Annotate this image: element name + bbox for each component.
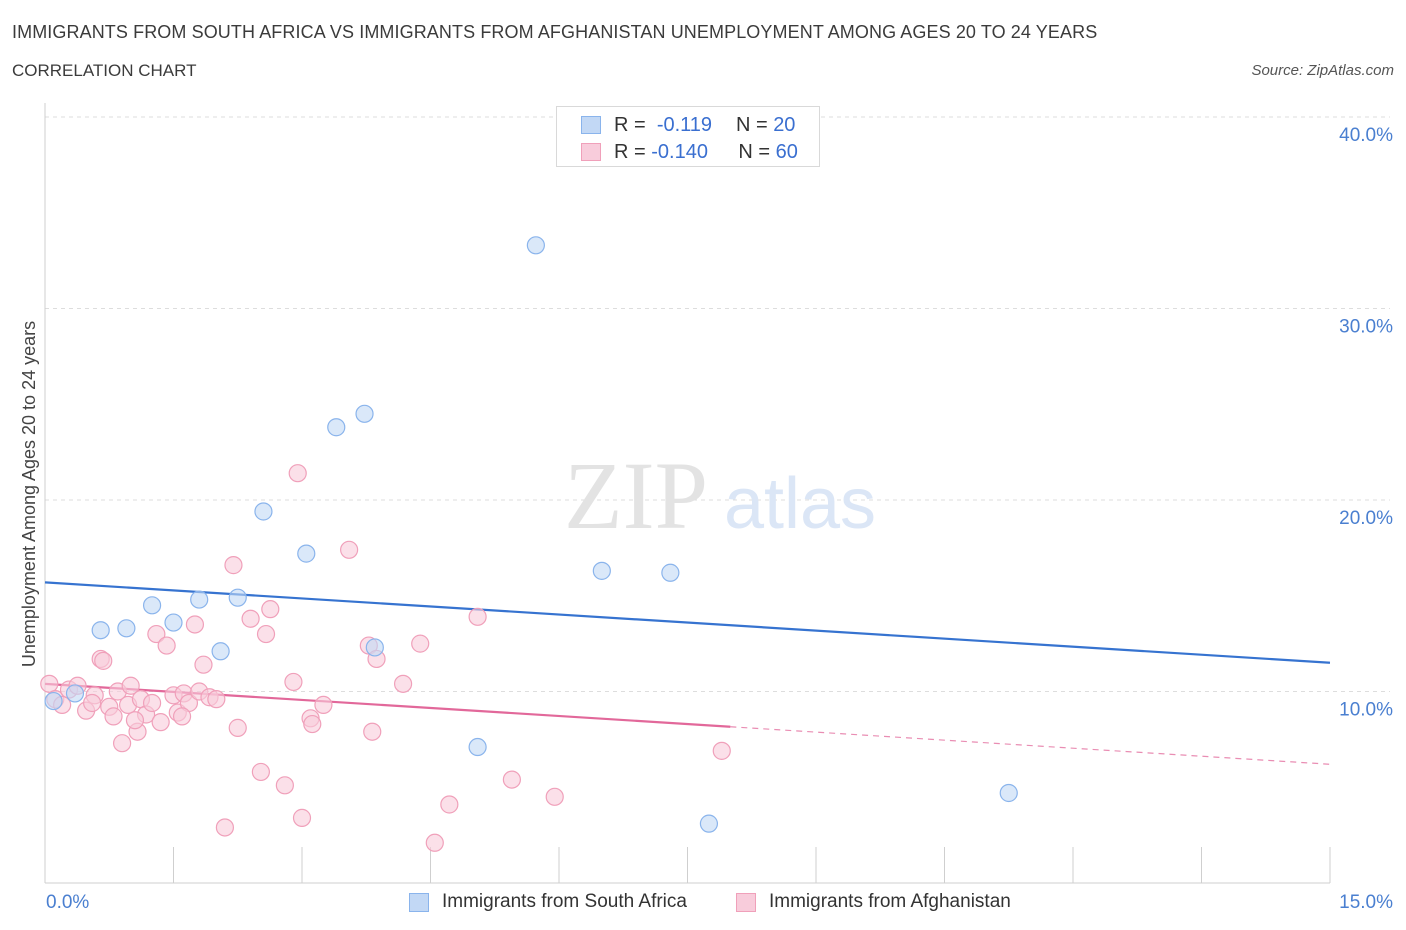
trend-line-extension: [730, 726, 1331, 765]
bottom-legend-afghanistan: Immigrants from Afghanistan: [736, 889, 1011, 915]
point-afghanistan: [288, 464, 307, 483]
y-axis-label: Unemployment Among Ages 20 to 24 years: [19, 321, 39, 667]
legend-r-value: -0.119: [656, 113, 713, 136]
point-afghanistan: [303, 714, 322, 734]
point-afghanistan: [292, 808, 312, 827]
y-tick-label: 10.0%: [1339, 700, 1393, 721]
axes: [44, 103, 1331, 884]
point-afghanistan: [440, 795, 459, 814]
point-afghanistan: [251, 762, 270, 782]
grid-lines: [45, 116, 1390, 692]
point-afghanistan: [125, 711, 145, 730]
point-afghanistan: [340, 540, 359, 559]
y-tick-label: 20.0%: [1339, 508, 1393, 529]
watermark-atlas: atlas: [724, 464, 876, 544]
y-tick-label: 40.0%: [1339, 125, 1393, 146]
point-south-africa: [117, 619, 136, 638]
point-afghanistan: [545, 787, 564, 806]
point-south-africa: [211, 642, 230, 661]
point-afghanistan: [215, 818, 234, 837]
chart-subtitle: CORRELATION CHART: [12, 61, 197, 80]
point-afghanistan: [393, 674, 413, 693]
point-south-africa: [526, 236, 545, 255]
point-south-africa: [190, 590, 209, 609]
point-afghanistan: [261, 600, 280, 619]
bottom-legend-label-afghanistan: Immigrants from Afghanistan: [769, 891, 1011, 912]
point-south-africa: [254, 502, 273, 521]
point-afghanistan: [314, 695, 333, 715]
point-afghanistan: [411, 634, 430, 653]
bottom-legend-south-africa: Immigrants from South Africa: [409, 889, 687, 915]
y-tick-label: 30.0%: [1339, 317, 1393, 338]
chart-title: IMMIGRANTS FROM SOUTH AFRICA VS IMMIGRAN…: [12, 22, 1098, 42]
point-afghanistan: [228, 718, 247, 737]
point-afghanistan: [104, 707, 123, 726]
point-afghanistan: [224, 556, 243, 575]
legend-n-label: N =: [738, 140, 771, 163]
bottom-legend-label-south-africa: Immigrants from South Africa: [442, 891, 687, 912]
point-afghanistan: [40, 674, 59, 693]
point-afghanistan: [172, 707, 192, 726]
point-south-africa: [228, 588, 247, 607]
point-afghanistan: [284, 672, 303, 692]
legend-r-label: R =: [614, 113, 646, 136]
point-afghanistan: [151, 713, 170, 732]
point-south-africa: [699, 814, 719, 833]
point-afghanistan: [241, 609, 260, 628]
legend-r-label: R =: [614, 140, 646, 163]
legend-n-label: N =: [735, 113, 768, 136]
point-afghanistan: [185, 615, 205, 634]
point-afghanistan: [157, 636, 176, 655]
point-afghanistan: [468, 607, 487, 626]
point-afghanistan: [425, 833, 444, 852]
bottom-legend-swatch-afghanistan: [736, 892, 756, 912]
point-afghanistan: [502, 770, 521, 789]
legend-row-afghanistan: R = -0.140 N = 60: [581, 140, 798, 164]
trend-lines: [44, 581, 1331, 765]
trend-line-afghanistan: [44, 682, 731, 728]
point-afghanistan: [363, 722, 382, 741]
legend-n-value: 60: [775, 140, 798, 163]
point-south-africa: [297, 544, 316, 563]
point-afghanistan: [94, 651, 113, 670]
point-south-africa: [164, 613, 183, 632]
point-south-africa: [468, 737, 487, 757]
point-south-africa: [355, 404, 374, 423]
point-afghanistan: [121, 676, 140, 695]
point-afghanistan: [147, 624, 166, 644]
point-afghanistan: [712, 741, 731, 760]
source-label: Source: ZipAtlas.com: [1251, 62, 1394, 79]
legend-swatch-south-africa: [581, 116, 601, 134]
legend-swatch-afghanistan: [581, 143, 601, 161]
x-tick-label: 0.0%: [46, 892, 89, 913]
point-afghanistan: [142, 693, 162, 713]
point-south-africa: [91, 621, 110, 640]
point-afghanistan: [194, 655, 213, 674]
point-afghanistan: [207, 690, 226, 709]
tick-labels: 10.0% 20.0% 30.0% 40.0% 0.0% 15.0%: [46, 125, 1393, 913]
watermark: ZIP atlas: [564, 442, 876, 549]
watermark-zip: ZIP: [564, 442, 708, 549]
point-south-africa: [365, 638, 384, 657]
point-afghanistan: [275, 776, 294, 795]
point-south-africa: [592, 561, 611, 580]
trend-line-south-africa: [44, 581, 1331, 664]
point-afghanistan: [256, 624, 276, 644]
point-south-africa: [999, 783, 1018, 803]
point-afghanistan: [83, 693, 102, 713]
bottom-legend-swatch-south-africa: [409, 892, 429, 912]
point-south-africa: [142, 596, 162, 615]
point-south-africa: [327, 418, 346, 437]
legend-n-value: 20: [773, 113, 796, 136]
x-tick-label: 15.0%: [1339, 892, 1393, 913]
point-south-africa: [661, 563, 680, 582]
point-south-africa: [44, 691, 63, 711]
point-afghanistan: [112, 734, 132, 753]
point-south-africa: [65, 684, 85, 703]
data-points: [40, 236, 1018, 852]
legend-row-south-africa: R = -0.119 N = 20: [581, 113, 795, 137]
legend-r-value: -0.140: [651, 140, 708, 163]
correlation-legend: R = -0.119 N = 20 R = -0.140 N = 60: [556, 106, 820, 167]
